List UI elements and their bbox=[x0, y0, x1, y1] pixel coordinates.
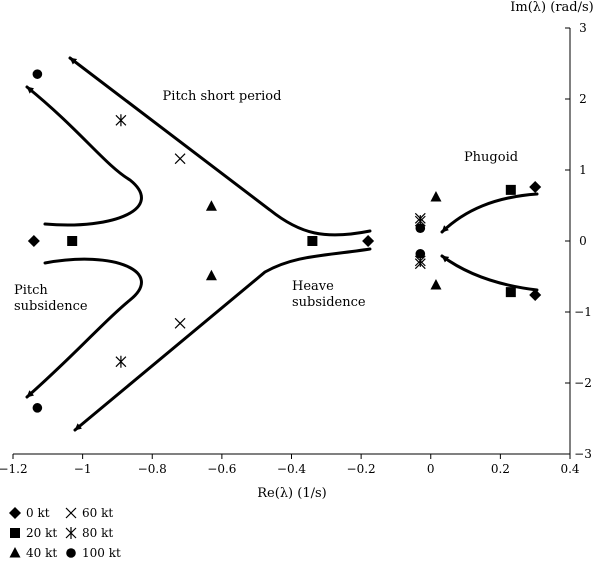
data-point-0-kt bbox=[27, 235, 40, 247]
legend-item-0-kt: 0 kt bbox=[9, 506, 50, 520]
y-tick-label: −3 bbox=[574, 447, 592, 461]
data-point-40-kt bbox=[430, 279, 442, 290]
legend-marker-80-kt bbox=[65, 527, 77, 539]
series-100-kt bbox=[32, 69, 426, 413]
legend-item-100-kt: 100 kt bbox=[66, 546, 121, 560]
legend-label: 100 kt bbox=[82, 546, 121, 560]
y-axis-title: Im(λ) (rad/s) bbox=[510, 0, 593, 15]
y-tick-label: −1 bbox=[574, 305, 592, 319]
data-point-80-kt bbox=[115, 114, 127, 127]
legend-item-80-kt: 80 kt bbox=[65, 526, 113, 540]
legend-item-40-kt: 40 kt bbox=[9, 546, 57, 560]
series-40-kt bbox=[205, 190, 442, 290]
data-point-40-kt bbox=[430, 190, 442, 202]
data-point-0-kt bbox=[362, 235, 375, 247]
data-point-80-kt bbox=[115, 355, 127, 368]
data-point-40-kt bbox=[205, 200, 217, 211]
x-tick-label: 0.4 bbox=[560, 462, 579, 476]
data-point-100-kt bbox=[32, 403, 43, 413]
locus-curves bbox=[25, 56, 539, 432]
phugoid-lower-curve bbox=[440, 254, 539, 292]
y-tick-label: −2 bbox=[574, 376, 592, 390]
x-axis-title: Re(λ) (1/s) bbox=[257, 486, 326, 501]
x-tick-label: −0.6 bbox=[207, 462, 236, 476]
legend-label: 80 kt bbox=[82, 526, 113, 540]
legend-label: 40 kt bbox=[26, 546, 57, 560]
legend-marker-20-kt bbox=[10, 528, 20, 538]
pitch-subsidence-line-2: subsidence bbox=[14, 299, 88, 314]
data-point-20-kt bbox=[505, 287, 516, 298]
axes: −1.2 −1 −0.8 −0.6 −0.4 −0.2 0 0.2 0.4−3 −2 −1 0 1 2 3 bbox=[0, 21, 592, 476]
legend-label: 20 kt bbox=[26, 526, 57, 540]
legend-label: 60 kt bbox=[82, 506, 113, 520]
x-tick-label: −1.2 bbox=[0, 462, 28, 476]
legend: 0 kt 20 kt 40 kt 60 kt 80 kt 100 kt bbox=[9, 506, 121, 560]
series-0-kt bbox=[27, 181, 542, 301]
legend-item-60-kt: 60 kt bbox=[65, 506, 113, 520]
legend-label: 0 kt bbox=[26, 506, 50, 520]
heave-subsidence-line-1: Heave bbox=[292, 279, 334, 294]
pitch-subsidence-upper-curve bbox=[25, 85, 143, 227]
data-point-60-kt bbox=[174, 317, 186, 329]
data-point-0-kt bbox=[529, 181, 542, 194]
series-80-kt bbox=[115, 114, 426, 368]
x-tick-label: −1 bbox=[74, 462, 92, 476]
heave-subsidence-line-2: subsidence bbox=[292, 295, 366, 310]
x-tick-label: 0.2 bbox=[491, 462, 510, 476]
x-tick-label: −0.4 bbox=[277, 462, 307, 476]
short-period-upper-branch-curve bbox=[68, 56, 372, 237]
data-point-20-kt bbox=[67, 236, 78, 246]
data-point-100-kt bbox=[415, 248, 426, 259]
heave-subsidence-annotation: Heave subsidence bbox=[292, 279, 366, 310]
series-20-kt bbox=[67, 184, 516, 298]
data-point-100-kt bbox=[415, 223, 426, 234]
x-tick-label: −0.8 bbox=[138, 462, 167, 476]
y-tick-label: 1 bbox=[579, 163, 587, 177]
pitch-subsidence-line-1: Pitch bbox=[14, 283, 48, 298]
legend-marker-0-kt bbox=[9, 507, 21, 519]
legend-marker-40-kt bbox=[9, 547, 21, 558]
short-period-lower-branch-curve bbox=[73, 247, 372, 432]
data-point-40-kt bbox=[205, 269, 217, 281]
data-point-0-kt bbox=[529, 288, 542, 301]
legend-marker-60-kt bbox=[65, 507, 77, 519]
x-tick-label: 0 bbox=[427, 462, 435, 476]
y-tick-label: 3 bbox=[579, 21, 587, 35]
pitch-subsidence-annotation: Pitch subsidence bbox=[14, 283, 88, 314]
data-point-60-kt bbox=[174, 153, 186, 165]
legend-marker-100-kt bbox=[66, 548, 76, 558]
y-tick-label: 2 bbox=[579, 92, 587, 106]
phugoid-upper-curve bbox=[440, 192, 539, 234]
legend-item-20-kt: 20 kt bbox=[10, 526, 57, 540]
data-point-20-kt bbox=[505, 184, 516, 195]
y-tick-label: 0 bbox=[579, 234, 587, 248]
data-point-100-kt bbox=[32, 69, 43, 79]
pitch-subsidence-lower-curve bbox=[25, 257, 143, 399]
data-markers bbox=[27, 69, 542, 413]
x-tick-label: −0.2 bbox=[347, 462, 376, 476]
phugoid-annotation: Phugoid bbox=[464, 150, 518, 165]
pitch-short-period-annotation: Pitch short period bbox=[163, 89, 282, 104]
data-point-20-kt bbox=[307, 236, 318, 246]
